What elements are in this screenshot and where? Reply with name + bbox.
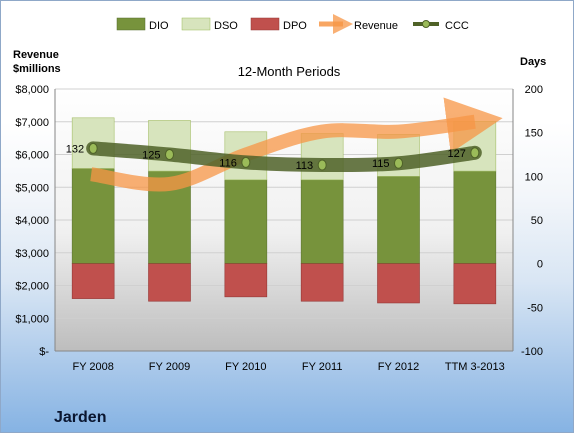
ccc-point [241,156,251,168]
left-tick-label: $6,000 [15,150,49,162]
legend-swatch-dio [116,17,146,31]
left-tick-label: $4,000 [15,215,49,227]
ccc-point [470,147,480,159]
bar-dio [224,179,268,264]
bar-dpo [453,263,497,305]
x-tick-label: FY 2012 [378,361,419,373]
bar-dio [377,176,420,264]
right-tick-label: 0 [537,259,543,271]
x-tick-label: FY 2008 [72,361,113,373]
legend-swatch-ccc-dot [422,20,430,28]
left-tick-label: $8,000 [15,84,49,96]
right-tick-label: 150 [525,128,543,140]
ccc-line [86,141,482,173]
legend: DIO DSO DPO Revenue CCC [116,14,469,34]
left-tick-label: $7,000 [15,117,49,129]
bar-dpo [71,263,115,299]
bar-dio [300,179,344,264]
ccc-point [317,159,327,171]
ccc-data-label: 127 [447,148,465,160]
left-tick-label: $- [39,346,49,358]
left-tick-label: $5,000 [15,182,49,194]
x-tick-label: FY 2010 [225,361,266,373]
right-tick-label: 50 [531,215,543,227]
chart-title: 12-Month Periods [238,64,341,79]
left-axis-title-line1: Revenue [13,49,59,61]
left-tick-label: $2,000 [15,281,49,293]
revenue-line [90,97,503,192]
ccc-data-label: 132 [66,143,84,155]
right-tick-label: 200 [525,84,543,96]
ccc-data-label: 125 [142,150,160,162]
x-tick-label: FY 2009 [149,361,190,373]
left-tick-label: $3,000 [15,248,49,260]
left-tick-label: $1,000 [15,313,49,325]
ccc-point [394,157,403,169]
company-name: Jarden [54,409,106,426]
legend-swatch-dpo [250,17,280,31]
right-tick-label: -100 [521,346,543,358]
legend-label-revenue: Revenue [354,20,398,32]
right-tick-label: 100 [525,171,543,183]
legend-label-dpo: DPO [283,20,307,32]
bar-dpo [377,263,420,304]
bar-dio [453,170,497,264]
left-axis-title-line2: $millions [13,63,61,75]
lines-group: 132 125 116 113 115 127 [66,97,503,192]
bar-dso [148,120,191,172]
right-axis-title: Days [520,56,546,68]
bar-dpo [300,263,344,302]
bar-dpo [148,263,191,302]
ccc-data-label: 115 [372,158,390,170]
ccc-data-label: 116 [219,157,237,169]
legend-label-ccc: CCC [445,20,469,32]
legend-label-dso: DSO [214,20,238,32]
x-tick-label: FY 2011 [302,361,343,373]
bar-dpo [224,263,268,298]
right-tick-label: -50 [527,302,543,314]
axes-group: $- $1,000 $2,000 $3,000 $4,000 $5,000 $6,000 $7… [15,84,543,373]
ccc-data-label: 113 [296,160,314,172]
legend-swatch-dso [181,17,211,31]
x-tick-label: TTM 3-2013 [445,361,505,373]
ccc-point [88,142,98,154]
ccc-point [165,149,174,160]
legend-label-dio: DIO [149,20,169,32]
